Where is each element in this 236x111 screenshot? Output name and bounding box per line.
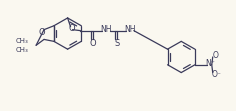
Text: CH₃: CH₃ — [16, 47, 28, 53]
Text: O: O — [213, 51, 219, 59]
Text: N⁺: N⁺ — [205, 59, 215, 68]
Text: O⁻: O⁻ — [212, 70, 222, 79]
Text: NH: NH — [124, 25, 136, 34]
Text: S: S — [114, 39, 120, 48]
Text: O: O — [90, 39, 97, 48]
Text: O: O — [68, 24, 75, 33]
Text: NH: NH — [100, 25, 112, 34]
Text: CH₃: CH₃ — [16, 38, 28, 44]
Text: O: O — [39, 28, 45, 37]
